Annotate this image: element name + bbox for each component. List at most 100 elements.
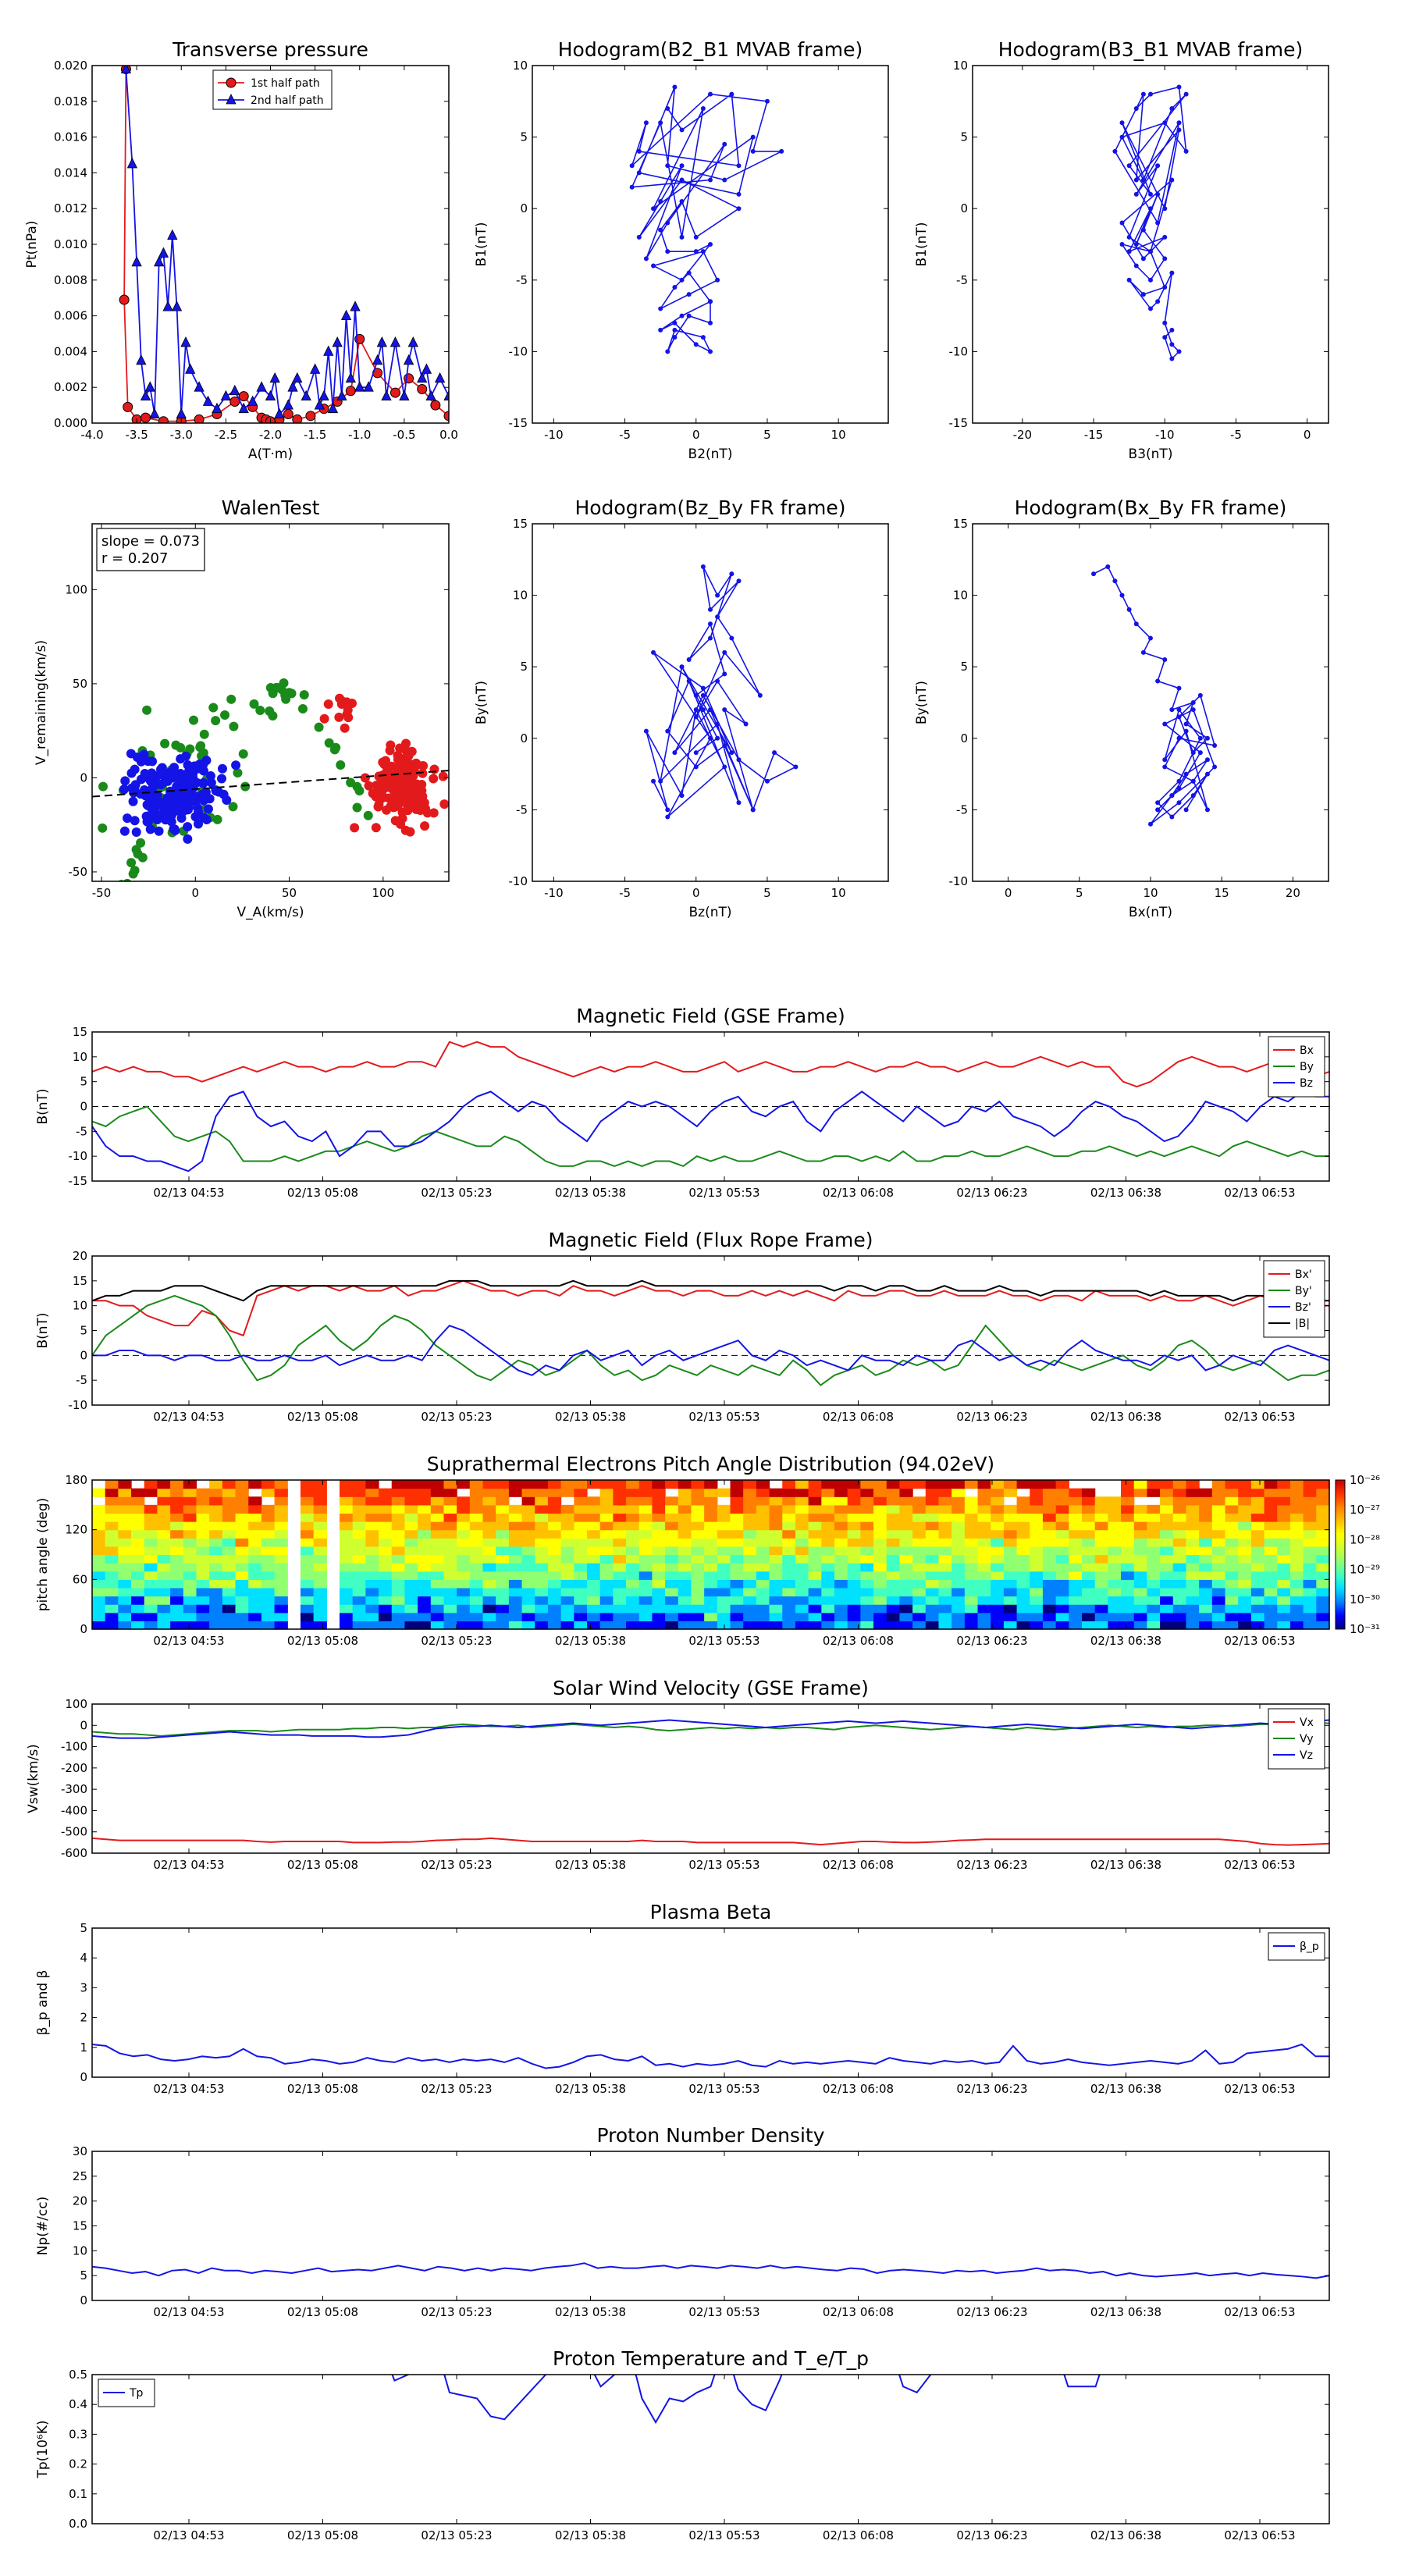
heatmap-cell <box>613 1521 627 1531</box>
heatmap-cell <box>769 1521 783 1531</box>
heatmap-cell <box>769 1621 783 1630</box>
heatmap-cell <box>313 1521 327 1531</box>
y-tick-label: -5 <box>956 802 968 817</box>
heatmap-cell <box>118 1513 132 1522</box>
heatmap-cell <box>860 1554 874 1564</box>
heatmap-cell <box>730 1579 744 1589</box>
heatmap-cell <box>613 1538 627 1547</box>
heatmap-cell <box>1250 1513 1265 1522</box>
heatmap-cell <box>808 1621 822 1630</box>
data-point <box>166 810 176 820</box>
data-point <box>421 363 432 374</box>
heatmap-cell <box>365 1596 379 1605</box>
data-point <box>722 707 727 713</box>
data-point <box>693 750 699 756</box>
x-tick-label: 02/13 05:23 <box>421 1410 492 1424</box>
heatmap-cell <box>873 1513 887 1522</box>
heatmap-cell <box>521 1504 535 1514</box>
data-point <box>1126 607 1132 612</box>
heatmap-cell <box>469 1554 484 1564</box>
data-point <box>283 399 293 410</box>
heatmap-cell <box>340 1504 354 1514</box>
data-point <box>417 372 428 383</box>
y-tick-label: -10 <box>69 1149 88 1163</box>
heatmap-cell <box>638 1504 653 1514</box>
heatmap-cell <box>222 1538 237 1547</box>
heatmap-cell <box>821 1596 835 1605</box>
heatmap-cell <box>1264 1529 1278 1539</box>
heatmap-cell <box>847 1480 861 1489</box>
plot-frame <box>91 1479 1330 1630</box>
data-point <box>354 381 365 392</box>
heatmap-cell <box>1289 1579 1304 1589</box>
heatmap-cell <box>886 1488 901 1497</box>
heatmap-cell <box>196 1488 210 1497</box>
x-tick-label: 02/13 05:23 <box>421 1858 492 1872</box>
heatmap-cell <box>496 1538 510 1547</box>
heatmap-cell <box>1250 1587 1265 1597</box>
x-tick-label: -10 <box>1155 428 1175 442</box>
heatmap-cell <box>1016 1571 1030 1580</box>
heatmap-cell <box>1238 1521 1252 1531</box>
chart-title: Magnetic Field (Flux Rope Frame) <box>548 1229 873 1251</box>
data-point <box>249 699 259 709</box>
data-point <box>1119 120 1125 126</box>
series-line <box>92 1279 1329 1302</box>
heatmap-cell <box>1250 1563 1265 1572</box>
heatmap-cell <box>547 1488 562 1497</box>
heatmap-cell <box>665 1546 679 1556</box>
heatmap-cell <box>1003 1488 1018 1497</box>
data-point <box>736 191 742 197</box>
heatmap-cell <box>1289 1529 1304 1539</box>
heatmap-cell <box>912 1554 927 1564</box>
heatmap-cell <box>821 1546 835 1556</box>
heatmap-cell <box>873 1480 887 1489</box>
heatmap-cell <box>1277 1554 1291 1564</box>
heatmap-cell <box>834 1571 848 1580</box>
y-tick-label: 10 <box>513 589 528 603</box>
heatmap-cell <box>1211 1513 1226 1522</box>
heatmap-cell <box>482 1612 496 1621</box>
heatmap-cell <box>1303 1488 1317 1497</box>
chart-np: Proton Number Density051015202530Np(#/cc… <box>35 2124 1330 2319</box>
heatmap-cell <box>1082 1612 1096 1621</box>
heatmap-cell <box>743 1513 757 1522</box>
data-point <box>722 177 727 183</box>
data-point <box>1140 227 1146 233</box>
data-point <box>167 229 178 240</box>
heatmap-cell <box>1030 1596 1044 1605</box>
data-point <box>1162 757 1168 763</box>
heatmap-cell <box>183 1571 197 1580</box>
x-tick-label: -2.0 <box>259 428 282 442</box>
heatmap-cell <box>404 1554 418 1564</box>
data-point <box>708 735 713 741</box>
plot-area <box>92 1041 1329 1172</box>
heatmap-cell <box>730 1554 744 1564</box>
y-tick-label: 0.2 <box>69 2457 87 2471</box>
x-tick-label: 02/13 06:38 <box>1090 2082 1161 2096</box>
heatmap-cell <box>821 1587 835 1597</box>
data-point <box>154 826 164 836</box>
heatmap-cell <box>560 1513 574 1522</box>
heatmap-cell <box>1003 1546 1018 1556</box>
heatmap-cell <box>418 1563 432 1572</box>
heatmap-cell <box>1186 1554 1200 1564</box>
data-point <box>176 754 186 764</box>
heatmap-cell <box>1238 1579 1252 1589</box>
heatmap-cell <box>691 1554 705 1564</box>
heatmap-cell <box>1160 1621 1174 1630</box>
heatmap-cell <box>535 1579 549 1589</box>
heatmap-cell <box>1238 1587 1252 1597</box>
heatmap-cell <box>118 1563 132 1572</box>
heatmap-cell <box>313 1513 327 1522</box>
heatmap-cell <box>587 1513 601 1522</box>
heatmap-cell <box>1289 1604 1304 1614</box>
heatmap-cell <box>131 1521 145 1531</box>
data-point <box>212 402 222 414</box>
heatmap-cell <box>1003 1554 1018 1564</box>
heatmap-cell <box>1030 1563 1044 1572</box>
heatmap-cell <box>886 1571 901 1580</box>
heatmap-cell <box>1133 1529 1148 1539</box>
heatmap-cell <box>352 1612 366 1621</box>
heatmap-cell <box>496 1504 510 1514</box>
